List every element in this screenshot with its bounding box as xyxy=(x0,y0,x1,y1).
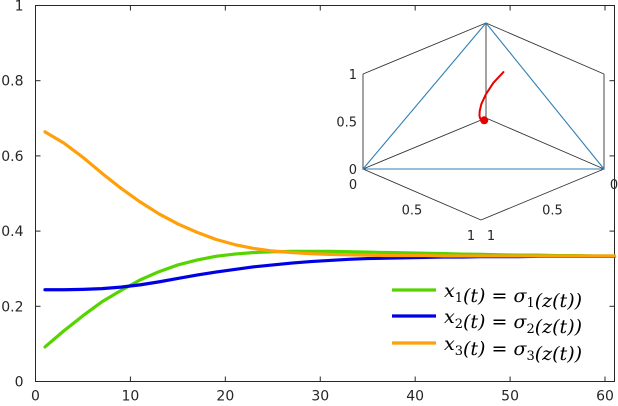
inset-trajectory xyxy=(478,71,505,125)
trajectory-end-point xyxy=(480,116,489,125)
y-tick-label: 1 xyxy=(15,0,24,15)
inset-box-edge xyxy=(362,168,482,221)
x-tick-label: 0 xyxy=(31,389,40,405)
inset-simplex-triangle xyxy=(361,22,606,170)
series-line-3 xyxy=(43,130,617,258)
legend-subscript: 1 xyxy=(455,291,463,306)
x-tick-label: 10 xyxy=(122,389,140,405)
legend-subscript: 1 xyxy=(526,296,534,311)
inset-box-edge xyxy=(480,168,605,221)
legend-text-part: (z(t)) xyxy=(535,316,582,338)
x-tick-label: 60 xyxy=(596,389,614,405)
y-tick-label: 0.8 xyxy=(1,74,23,90)
inset-left-tick-label: 0.5 xyxy=(402,204,423,219)
inset-z-tick-label: 1 xyxy=(349,68,357,83)
legend: x1(t) = σ1(z(t))x2(t) = σ2(z(t))x3(t) = … xyxy=(392,280,582,365)
legend-subscript: 2 xyxy=(526,322,534,337)
y-tick-label: 0.6 xyxy=(1,149,23,165)
inset-box-edge xyxy=(485,22,605,75)
inset-ticks: 0 0.5 1 0 0.5 1 0 0.5 1 xyxy=(336,68,618,244)
x-tick-label: 20 xyxy=(216,389,234,405)
legend-label-1: x1(t) = σ1(z(t)) xyxy=(444,280,582,312)
inset-left-tick-label: 0 xyxy=(349,178,357,193)
main-series xyxy=(43,130,617,349)
legend-subscript: 3 xyxy=(455,344,463,359)
y-tick-label: 0 xyxy=(15,375,24,391)
inset-box-edge xyxy=(362,117,487,170)
legend-text-part: (t) = σ xyxy=(463,311,527,333)
y-tick-label: 0.4 xyxy=(1,224,23,240)
x-tick-label: 30 xyxy=(311,389,329,405)
legend-subscript: 3 xyxy=(526,349,534,364)
inset-right-tick-label: 0 xyxy=(610,178,618,193)
legend-text-part: (t) = σ xyxy=(463,285,527,307)
legend-text-part: (z(t)) xyxy=(535,290,582,312)
inset-z-tick-label: 0 xyxy=(349,163,357,178)
legend-text-part: (z(t)) xyxy=(535,343,582,365)
legend-label-2: x2(t) = σ2(z(t)) xyxy=(444,306,582,338)
legend-subscript: 2 xyxy=(455,317,463,332)
y-tick-label: 0.2 xyxy=(1,299,23,315)
inset-left-tick-label: 1 xyxy=(467,229,475,244)
inset-simplex-plot: 0 0.5 1 0 0.5 1 0 0.5 1 xyxy=(336,22,618,244)
inset-right-tick-label: 1 xyxy=(487,229,495,244)
inset-box-edge xyxy=(485,117,605,170)
legend-text-part: x xyxy=(444,333,455,355)
legend-text-part: x xyxy=(444,306,455,328)
x-tick-label: 40 xyxy=(406,389,424,405)
legend-text-part: x xyxy=(444,280,455,302)
x-tick-label: 50 xyxy=(501,389,519,405)
inset-box-edge xyxy=(362,22,487,75)
inset-right-tick-label: 0.5 xyxy=(542,204,563,219)
inset-z-tick-label: 0.5 xyxy=(336,116,357,131)
legend-label-3: x3(t) = σ3(z(t)) xyxy=(444,333,582,365)
simplex-edges xyxy=(361,22,606,170)
legend-text-part: (t) = σ xyxy=(463,338,527,360)
